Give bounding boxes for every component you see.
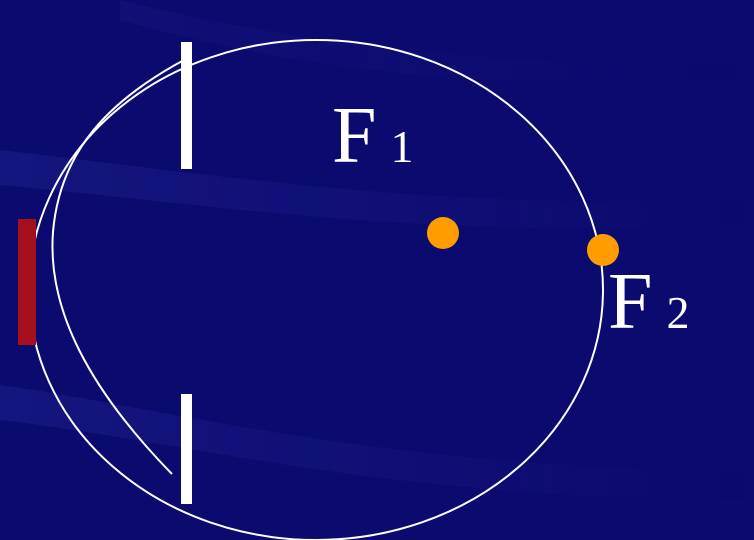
iris-bar-bottom — [181, 394, 192, 504]
lens-curve — [51, 59, 185, 475]
iris-bar-top — [181, 42, 192, 169]
background-streaks — [0, 0, 754, 500]
retina-bar — [18, 219, 36, 345]
label-f2-letter: F — [608, 258, 653, 346]
focus-point-f2 — [587, 234, 619, 266]
label-f1-letter: F — [332, 92, 377, 180]
label-f1-number: 1 — [390, 121, 414, 172]
label-f2-number: 2 — [666, 287, 690, 338]
focus-point-f1 — [427, 217, 459, 249]
